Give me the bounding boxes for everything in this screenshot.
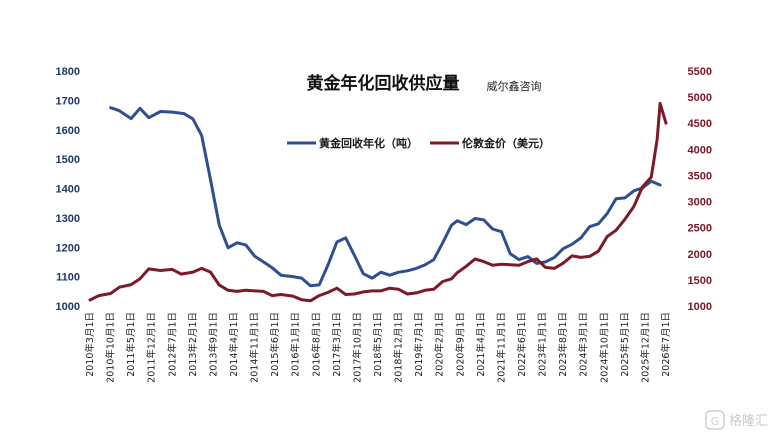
left-y-tick-label: 1300	[56, 213, 80, 225]
right-y-tick-label: 4000	[688, 144, 712, 156]
left-y-tick-label: 1000	[56, 301, 80, 313]
right-y-tick-label: 1000	[688, 301, 712, 313]
chart-source: 威尔鑫咨询	[487, 79, 542, 93]
right-y-tick-label: 4500	[688, 118, 712, 130]
x-tick-label: 2023年8月1日	[557, 312, 569, 377]
plot-area	[88, 101, 668, 303]
series-line-gold-price	[88, 101, 668, 303]
x-tick-label: 2013年2月1日	[187, 312, 199, 377]
watermark-logo-icon	[705, 410, 725, 430]
x-tick-label: 2015年6月1日	[269, 312, 281, 377]
x-tick-label: 2017年10月1日	[351, 312, 363, 383]
right-y-tick-label: 1500	[688, 275, 712, 287]
right-y-tick-label: 3000	[688, 197, 712, 209]
right-y-tick-label: 5500	[688, 66, 712, 78]
left-y-tick-label: 1400	[56, 184, 80, 196]
x-tick-label: 2018年5月1日	[372, 312, 384, 377]
x-tick-label: 2019年7月1日	[413, 312, 425, 377]
x-tick-label: 2026年7月1日	[660, 312, 672, 377]
x-tick-label: 2016年1月1日	[290, 312, 302, 377]
x-axis: 2010年3月1日 2010年10月1日 2011年5月1日 2011年12月1日 20…	[84, 312, 672, 383]
right-y-tick-label: 3500	[688, 170, 712, 182]
x-tick-label: 2012年7月1日	[166, 312, 178, 377]
x-tick-label: 2024年10月1日	[598, 312, 610, 383]
left-y-tick-label: 1600	[56, 125, 80, 137]
legend-label-gold-price: 伦敦金价（美元）	[462, 136, 550, 150]
x-tick-label: 2024年3月1日	[578, 312, 590, 377]
right-y-tick-label: 2500	[688, 223, 712, 235]
series-line-recycling	[109, 106, 662, 288]
x-tick-label: 2010年3月1日	[84, 312, 96, 377]
right-y-tick-label: 5000	[688, 92, 712, 104]
x-tick-label: 2014年4月1日	[228, 312, 240, 377]
x-tick-label: 2010年10月1日	[105, 312, 117, 383]
left-y-tick-label: 1800	[56, 66, 80, 78]
x-tick-label: 2020年9月1日	[454, 312, 466, 377]
x-tick-label: 2014年11月1日	[249, 312, 261, 383]
left-y-tick-label: 1200	[56, 242, 80, 254]
x-tick-label: 2025年12月1日	[639, 312, 651, 383]
x-tick-label: 2021年11月1日	[495, 312, 507, 383]
watermark: G 格隆汇	[705, 410, 768, 430]
x-tick-label: 2022年6月1日	[516, 312, 528, 377]
left-y-tick-label: 1100	[56, 272, 80, 284]
x-tick-label: 2023年1月1日	[537, 312, 549, 377]
x-tick-label: 2020年2月1日	[434, 312, 446, 377]
left-y-axis: 1000 1100 1200 1300 1400 1500 1600 1700 1800	[56, 66, 80, 313]
legend: 黄金回收年化（吨） 伦敦金价（美元）	[287, 136, 550, 150]
x-tick-label: 2011年5月1日	[125, 312, 137, 377]
right-y-tick-label: 2000	[688, 249, 712, 261]
chart-title: 黄金年化回收供应量	[307, 73, 460, 94]
x-tick-label: 2018年12月1日	[393, 312, 405, 383]
x-tick-label: 2017年3月1日	[331, 312, 343, 377]
right-y-axis: 1000 1500 2000 2500 3000 3500 4000 4500 5000 5500	[688, 66, 712, 313]
legend-label-recycling: 黄金回收年化（吨）	[319, 136, 418, 150]
watermark-logo-glyph: G	[711, 415, 720, 428]
left-y-tick-label: 1500	[56, 154, 80, 166]
watermark-text: 格隆汇	[729, 413, 768, 429]
x-tick-label: 2025年5月1日	[619, 312, 631, 377]
x-tick-label: 2021年4月1日	[475, 312, 487, 377]
x-tick-label: 2011年12月1日	[146, 312, 158, 383]
x-tick-label: 2016年8月1日	[310, 312, 322, 377]
left-y-tick-label: 1700	[56, 95, 80, 107]
x-tick-label: 2013年9月1日	[207, 312, 219, 377]
